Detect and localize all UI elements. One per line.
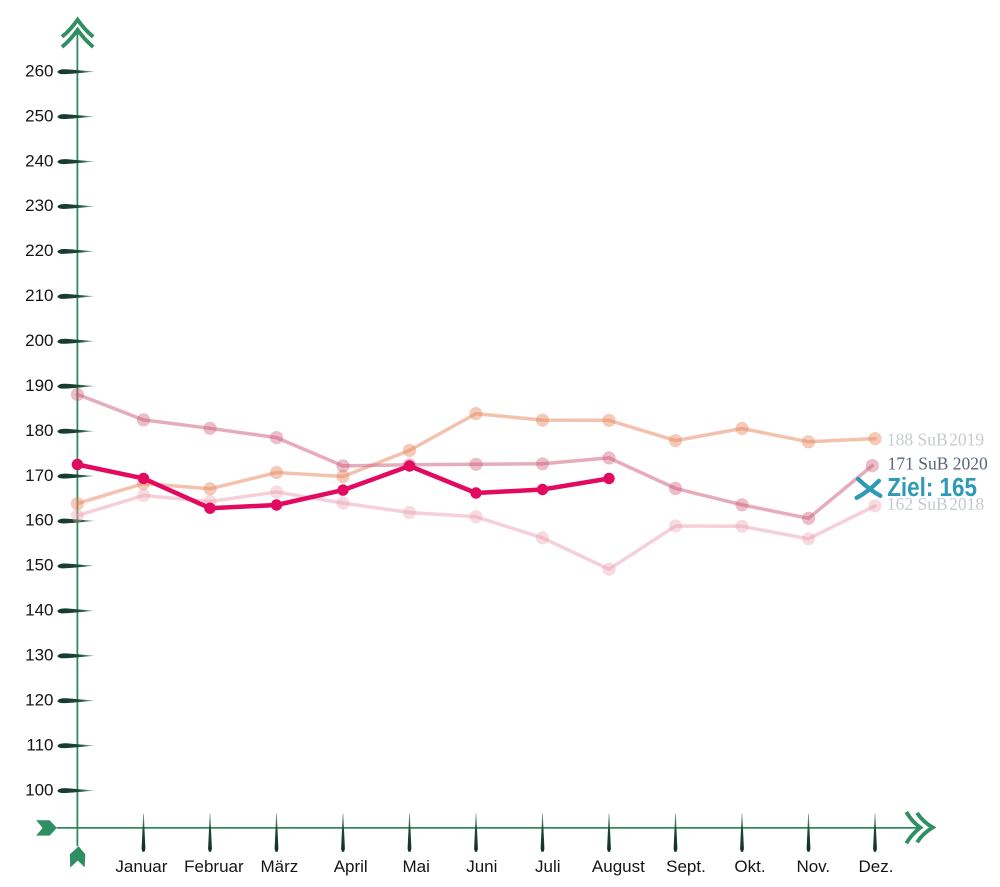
svg-text:Dez.: Dez. — [859, 857, 894, 876]
svg-text:200: 200 — [25, 331, 53, 350]
svg-text:160: 160 — [25, 511, 53, 530]
svg-text:110: 110 — [26, 735, 53, 754]
svg-text:220: 220 — [25, 241, 53, 260]
svg-text:250: 250 — [25, 106, 53, 125]
svg-text:188 SuB 2019: 188 SuB 2019 — [887, 429, 984, 449]
svg-text:260: 260 — [25, 61, 53, 80]
svg-text:Juni: Juni — [466, 857, 497, 876]
svg-text:240: 240 — [25, 151, 53, 170]
svg-text:120: 120 — [25, 690, 53, 709]
svg-text:Mai: Mai — [402, 857, 429, 876]
svg-text:100: 100 — [25, 780, 53, 799]
svg-text:Juli: Juli — [535, 857, 561, 876]
svg-text:Februar: Februar — [184, 857, 244, 876]
svg-text:190: 190 — [25, 376, 53, 395]
svg-text:April: April — [334, 857, 368, 876]
svg-text:171 SuB 2020: 171 SuB 2020 — [888, 453, 988, 473]
svg-text:150: 150 — [25, 556, 53, 575]
svg-text:Okt.: Okt. — [734, 857, 765, 876]
svg-text:Ziel: 165: Ziel: 165 — [887, 474, 977, 503]
svg-text:170: 170 — [25, 466, 53, 485]
svg-text:230: 230 — [25, 196, 53, 215]
svg-text:180: 180 — [25, 421, 53, 440]
svg-text:210: 210 — [25, 286, 53, 305]
svg-text:140: 140 — [25, 601, 53, 620]
svg-text:Nov.: Nov. — [796, 857, 830, 876]
svg-text:März: März — [261, 857, 299, 876]
svg-text:August: August — [592, 857, 645, 876]
svg-text:130: 130 — [25, 646, 53, 665]
svg-text:162 SuB 2018: 162 SuB 2018 — [887, 494, 984, 514]
svg-text:Januar: Januar — [115, 857, 167, 876]
svg-text:Sept.: Sept. — [666, 857, 706, 876]
